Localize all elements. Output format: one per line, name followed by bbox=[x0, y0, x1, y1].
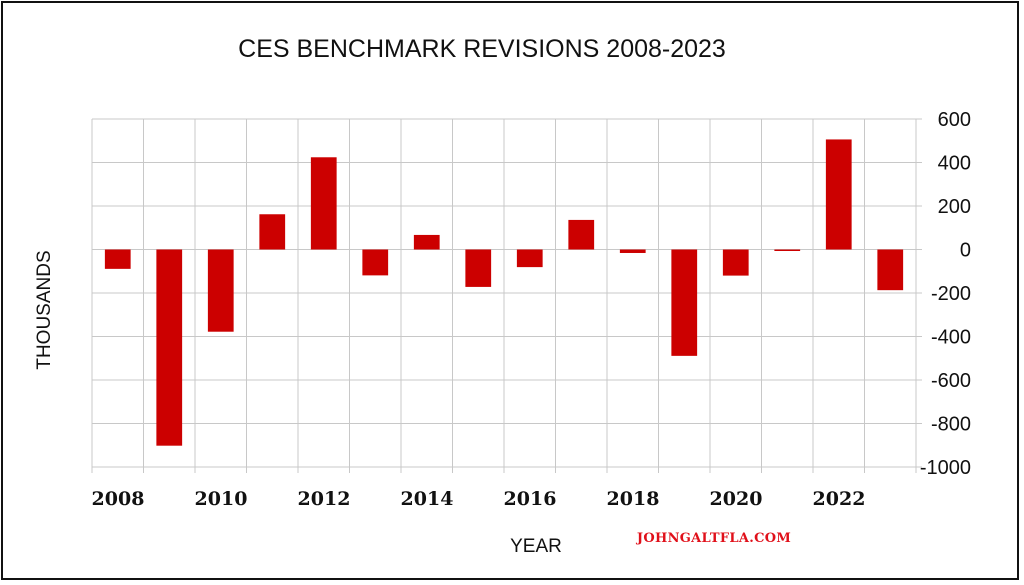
x-tick-label: 2010 bbox=[195, 488, 248, 510]
x-tick-label: 2018 bbox=[607, 488, 660, 510]
watermark-text: JOHNGALTFLA.COM bbox=[636, 531, 791, 546]
bar-2009 bbox=[156, 249, 183, 446]
y-tick-label: 200 bbox=[938, 196, 971, 218]
x-tick-label: 2014 bbox=[401, 488, 454, 510]
bar-2013 bbox=[362, 249, 389, 276]
x-tick-label: 2020 bbox=[710, 488, 763, 510]
y-tick-label: -400 bbox=[931, 327, 971, 349]
bar-2012 bbox=[310, 157, 337, 250]
y-tick-label: -600 bbox=[931, 370, 971, 392]
x-tick-label: 2012 bbox=[298, 488, 351, 510]
x-tick-label: 2016 bbox=[504, 488, 557, 510]
bar-2023 bbox=[877, 249, 904, 291]
bar-2020 bbox=[722, 249, 749, 276]
bar-2021 bbox=[774, 249, 801, 251]
gridlines bbox=[91, 118, 922, 473]
y-tick-labels: 600 400 200 0 -200 -400 -600 -800 -1000 bbox=[920, 109, 971, 479]
bar-2017 bbox=[568, 219, 595, 250]
y-tick-label: 400 bbox=[938, 153, 971, 175]
bar-2008 bbox=[104, 249, 131, 269]
y-tick-label: 600 bbox=[938, 109, 971, 131]
y-tick-label: -1000 bbox=[920, 457, 971, 479]
y-axis-label: THOUSANDS bbox=[34, 250, 55, 369]
x-tick-label: 2008 bbox=[92, 488, 145, 510]
bar-2016 bbox=[516, 249, 543, 268]
x-axis-label: YEAR bbox=[510, 536, 562, 557]
bar-2015 bbox=[465, 249, 492, 287]
bar-2014 bbox=[413, 234, 440, 250]
y-tick-label: 0 bbox=[960, 240, 971, 262]
y-tick-label: -200 bbox=[931, 283, 971, 305]
bar-2019 bbox=[671, 249, 698, 356]
bar-2018 bbox=[619, 249, 646, 253]
bar-2011 bbox=[259, 214, 286, 250]
x-tick-label: 2022 bbox=[813, 488, 866, 510]
y-tick-label: -800 bbox=[931, 414, 971, 436]
bar-2010 bbox=[207, 249, 234, 332]
bar-2022 bbox=[825, 139, 852, 250]
chart-title: CES BENCHMARK REVISIONS 2008-2023 bbox=[238, 35, 726, 63]
bars bbox=[104, 139, 904, 446]
x-tick-labels: 2008 2010 2012 2014 2016 2018 2020 2022 bbox=[92, 488, 866, 510]
